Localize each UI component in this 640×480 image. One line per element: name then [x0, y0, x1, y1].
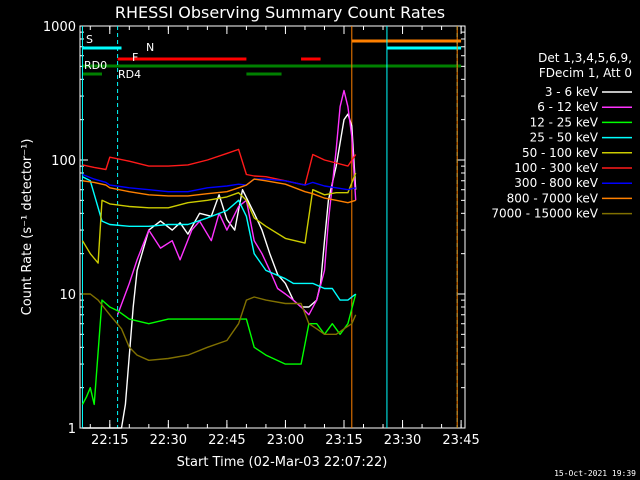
legend-label-6: 300 - 800 keV	[514, 176, 598, 190]
series-line-0	[82, 113, 357, 429]
legend-label-7: 800 - 7000 keV	[507, 191, 599, 205]
series-line-3	[82, 176, 357, 301]
flag-label-n: N	[146, 41, 154, 54]
series-line-8	[82, 293, 357, 361]
flag-label-f: F	[132, 51, 138, 64]
y-tick-label: 1000	[43, 20, 76, 35]
series-line-6	[82, 173, 356, 193]
x-tick-label: 22:30	[150, 433, 187, 448]
flag-label-rd4: RD4	[118, 68, 141, 81]
y-axis-label: Count Rate (s⁻¹ detector⁻¹)	[20, 139, 35, 316]
series-line-4	[81, 172, 357, 264]
x-tick-label: 23:15	[325, 433, 362, 448]
series-line-5	[82, 148, 357, 186]
y-tick-label: 100	[51, 154, 76, 169]
timestamp: 15-Oct-2021 19:39	[554, 469, 636, 478]
legend-label-8: 7000 - 15000 keV	[491, 207, 598, 221]
y-tick-label: 10	[59, 288, 76, 303]
x-tick-label: 22:15	[91, 433, 128, 448]
legend-label-0: 3 - 6 keV	[545, 85, 599, 99]
x-tick-label: 23:45	[442, 433, 479, 448]
legend-label-5: 100 - 300 keV	[514, 161, 598, 175]
series-line-7	[82, 178, 356, 204]
legend-label-4: 50 - 100 keV	[522, 146, 599, 160]
legend-header-2: FDecim 1, Att 0	[539, 66, 632, 80]
flag-label-rd0: RD0	[84, 59, 107, 72]
flag-label-s: S	[86, 33, 93, 46]
series-line-2	[81, 293, 357, 406]
series-line-1	[116, 89, 357, 316]
chart-title: RHESSI Observing Summary Count Rates	[115, 3, 445, 22]
legend-label-1: 6 - 12 keV	[537, 100, 599, 114]
x-axis-label: Start Time (02-Mar-03 22:07:22)	[177, 455, 388, 470]
legend-header-1: Det 1,3,4,5,6,9,	[538, 51, 632, 65]
legend-label-3: 25 - 50 keV	[530, 131, 599, 145]
x-tick-label: 23:30	[384, 433, 421, 448]
y-tick-label: 1	[68, 422, 76, 437]
x-tick-label: 23:00	[267, 433, 304, 448]
legend-label-2: 12 - 25 keV	[530, 115, 599, 129]
plot-frame	[79, 25, 466, 429]
x-tick-label: 22:45	[208, 433, 245, 448]
